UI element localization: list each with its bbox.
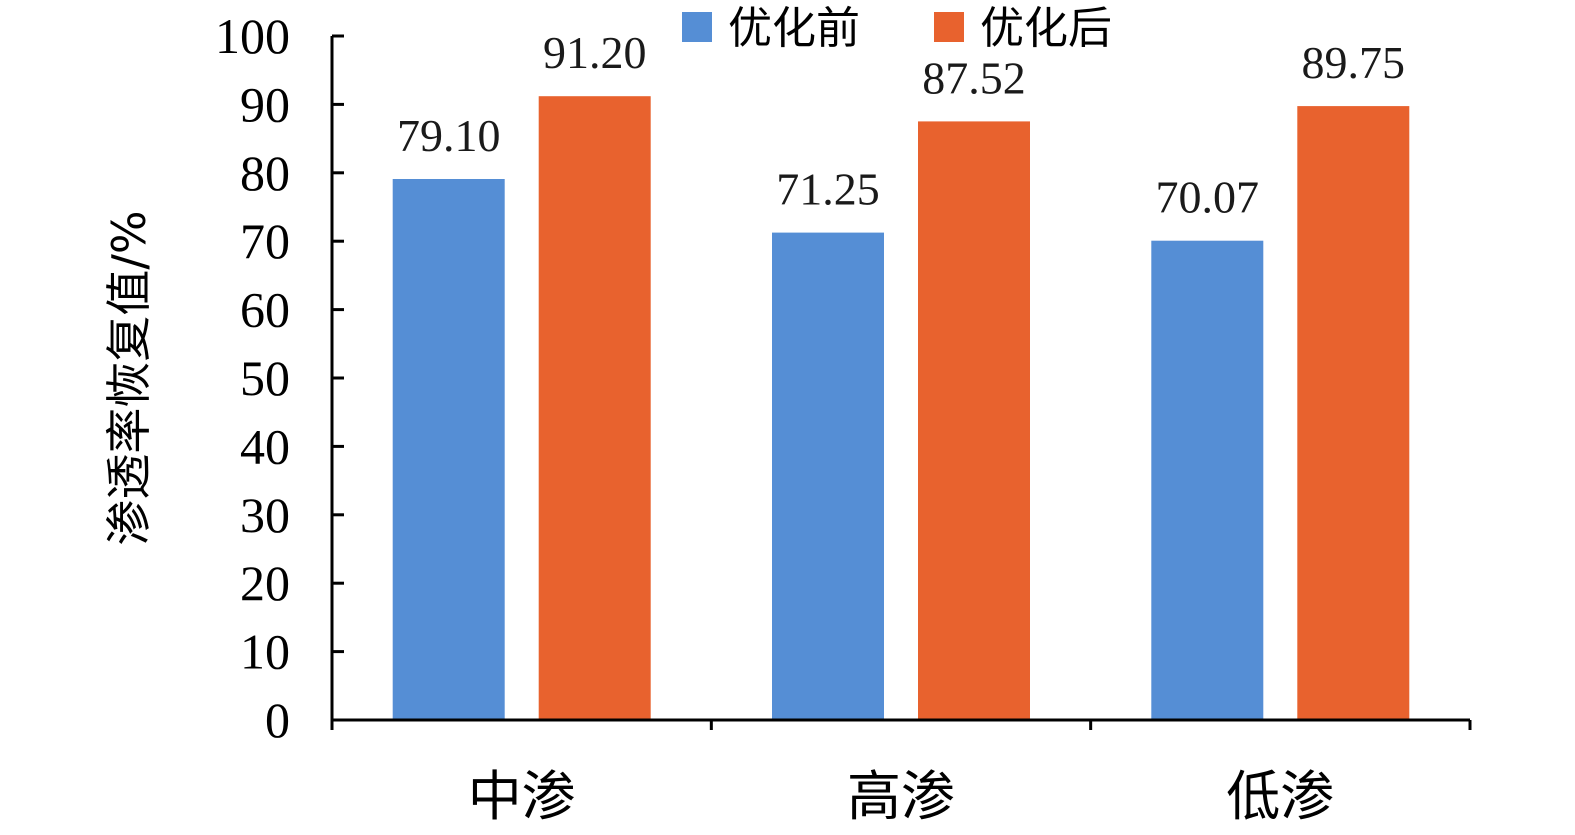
x-labels: 中渗 高渗 低渗 — [468, 765, 1335, 828]
legend: 优化前 优化后 — [682, 3, 1112, 54]
data-label: 70.07 — [1156, 172, 1260, 223]
y-ticks: 0 10 20 30 40 50 60 70 80 90 100 — [215, 8, 344, 748]
bar-before-2 — [1151, 240, 1264, 720]
bar-before-0 — [392, 179, 505, 720]
y-tick-label: 40 — [240, 418, 290, 474]
bar-before-1 — [772, 232, 884, 720]
x-category-label: 中渗 — [468, 765, 576, 828]
y-tick-label: 50 — [240, 350, 290, 406]
legend-label: 优化前 — [728, 3, 860, 54]
y-tick-label: 60 — [240, 282, 290, 338]
data-label: 89.75 — [1302, 37, 1406, 88]
bar-after-1 — [918, 121, 1030, 720]
data-label: 71.25 — [776, 164, 880, 215]
y-tick-label: 90 — [240, 76, 290, 132]
y-tick-label: 20 — [240, 555, 290, 611]
y-tick-label: 70 — [240, 213, 290, 269]
y-tick-label: 100 — [215, 8, 290, 64]
y-axis-label: 渗透率恢复值/% — [102, 210, 156, 545]
y-tick-label: 0 — [265, 692, 290, 748]
bars — [392, 96, 1410, 721]
y-tick-label: 10 — [240, 624, 290, 680]
legend-swatch — [682, 12, 712, 42]
legend-swatch — [934, 12, 964, 42]
x-category-label: 低渗 — [1226, 765, 1334, 828]
bar-after-0 — [538, 96, 651, 720]
value-labels: 79.10 71.25 70.07 91.20 87.52 89.75 — [397, 27, 1405, 223]
data-label: 79.10 — [397, 110, 501, 161]
data-label: 87.52 — [922, 52, 1026, 103]
data-label: 91.20 — [543, 27, 647, 78]
y-tick-label: 80 — [240, 145, 290, 201]
y-tick-label: 30 — [240, 487, 290, 543]
bar-after-2 — [1297, 106, 1410, 721]
y-axis-title: 渗透率恢复值/% — [102, 210, 156, 545]
legend-label: 优化后 — [980, 3, 1112, 54]
x-category-label: 高渗 — [847, 765, 955, 828]
